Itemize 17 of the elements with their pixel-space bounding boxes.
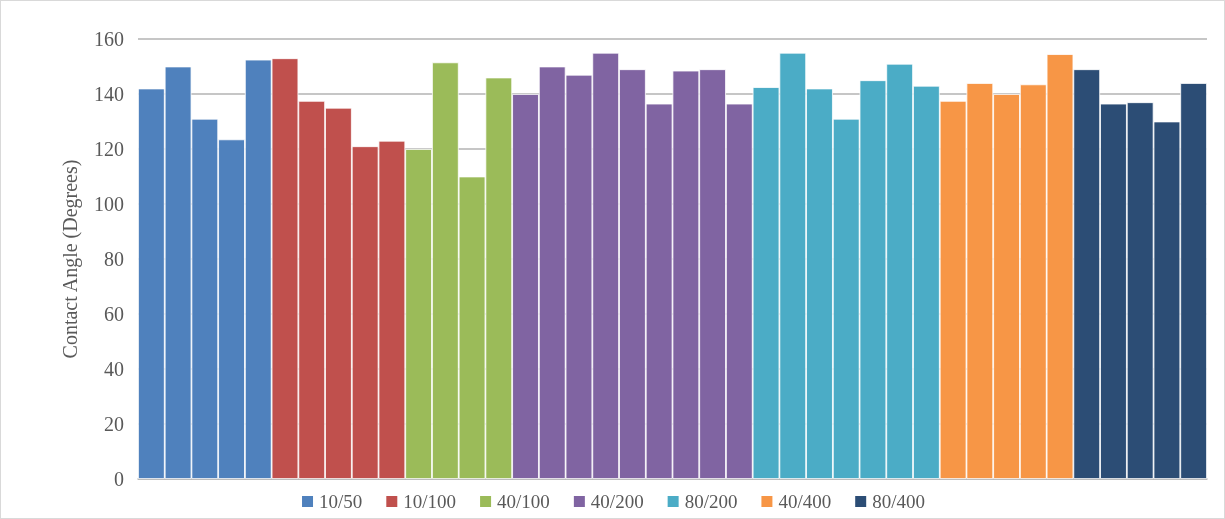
- y-tick-label: 120: [94, 138, 124, 160]
- legend-label: 10/50: [319, 491, 363, 512]
- legend-label: 40/400: [778, 491, 832, 512]
- y-axis-title: Contact Angle (Degrees): [59, 159, 82, 359]
- y-tick-label: 80: [104, 248, 124, 270]
- y-tick-label: 20: [104, 413, 124, 435]
- y-tick-label: 100: [94, 193, 124, 215]
- legend-label: 80/400: [872, 491, 925, 512]
- y-tick-label: 0: [114, 468, 124, 490]
- y-tick-label: 40: [104, 358, 124, 380]
- y-tick-label: 140: [94, 83, 124, 105]
- legend-label: 40/100: [497, 491, 550, 512]
- y-tick-label: 160: [94, 28, 124, 50]
- legend-label: 40/200: [590, 491, 644, 512]
- legend-label: 80/200: [684, 491, 738, 512]
- y-tick-label: 60: [104, 303, 124, 325]
- legend-label: 10/100: [403, 491, 457, 512]
